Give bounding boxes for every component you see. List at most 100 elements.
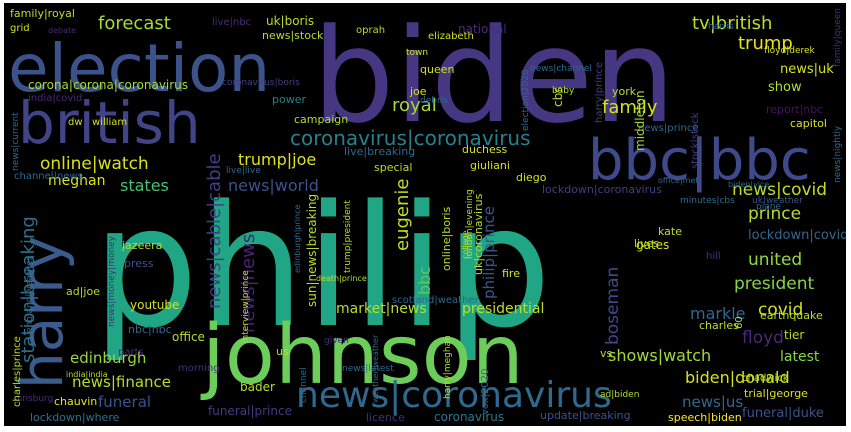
word: fire — [502, 267, 520, 280]
word: minutes|cbs — [680, 196, 735, 206]
word: college — [461, 230, 470, 259]
word: national — [458, 22, 507, 36]
word: trump|joe — [238, 150, 316, 169]
word: family|royal — [10, 7, 75, 20]
word: philip|prince — [480, 206, 498, 299]
word: kate — [658, 225, 682, 238]
word: dw — [68, 117, 83, 128]
word: licence — [366, 411, 405, 424]
word: lives — [634, 237, 659, 250]
word: british — [18, 89, 201, 157]
word: york — [612, 85, 637, 98]
word: charles — [699, 319, 739, 332]
word: news|stock — [262, 29, 324, 42]
word: uk|boris — [266, 14, 314, 28]
word: funeral — [98, 393, 151, 411]
word: market|news — [336, 301, 427, 317]
word: william — [92, 117, 127, 128]
word: ginsburg — [14, 394, 53, 404]
word: 60 — [734, 316, 745, 329]
word: vox|2020 — [480, 369, 491, 415]
word: news|latest — [342, 364, 394, 374]
word: markle — [690, 304, 746, 323]
word: meghan — [48, 173, 105, 189]
word: news|cable|cable — [204, 153, 225, 309]
cloud-background — [4, 3, 846, 426]
word: india|india — [66, 370, 108, 379]
word: bader — [240, 380, 275, 394]
word-layer: philip biden johnson election british bb… — [8, 3, 846, 424]
word: online|watch — [40, 154, 149, 174]
word: chadwick — [742, 373, 789, 384]
word: live|nbc — [212, 17, 251, 28]
word: press — [124, 257, 154, 270]
word: eugenie — [392, 179, 413, 251]
word: town — [406, 48, 428, 58]
word: debate — [48, 26, 76, 35]
word: news|finance — [72, 373, 171, 391]
word: johnson — [200, 308, 524, 403]
word: queen — [420, 63, 454, 76]
word: debris — [420, 96, 448, 106]
word: tier — [784, 328, 804, 342]
word: nbc|nbc — [128, 323, 172, 336]
word: speech|biden — [668, 411, 742, 424]
word: online|boris — [440, 206, 453, 271]
word: cbs — [551, 87, 565, 107]
word: news|uk — [780, 62, 834, 77]
word-cloud-canvas: philip biden johnson election british bb… — [4, 3, 846, 426]
word: news|coronavirus — [296, 375, 612, 416]
word: news|us — [682, 393, 743, 411]
word: lockdown|covid — [748, 228, 846, 243]
word: harry|prince — [594, 62, 605, 123]
word: channel|news — [14, 171, 83, 182]
word: trump — [738, 33, 793, 54]
word: royal — [392, 95, 437, 116]
word: grid — [10, 23, 30, 34]
word: philip — [92, 169, 552, 365]
word: biden|vice — [728, 180, 769, 189]
word: oprah — [356, 25, 385, 36]
word: funeral|prince — [208, 404, 292, 418]
word: joe — [409, 85, 427, 98]
word: family|queen — [833, 8, 843, 67]
word: edinburgh|prince — [293, 205, 302, 273]
word: lockdown|coronavirus — [542, 183, 662, 196]
word: edinburgh — [70, 349, 146, 367]
word: live|live — [226, 166, 261, 176]
word: update|breaking — [540, 409, 631, 422]
word: harry|meghan — [443, 335, 453, 399]
word: news|news — [238, 234, 259, 333]
word: channel — [299, 367, 309, 403]
word: shows|watch — [608, 346, 711, 365]
word: biden — [312, 3, 676, 152]
word-cloud: philip biden johnson election british bb… — [4, 3, 846, 426]
word: jazeera — [121, 239, 162, 252]
word: chauvin — [54, 395, 97, 408]
word: bbc — [415, 266, 434, 295]
word: harry — [8, 236, 76, 389]
word: ad|biden — [600, 390, 639, 400]
word: campaign — [294, 113, 348, 126]
word: trump|president — [343, 200, 353, 273]
word: england|weather — [25, 256, 35, 333]
word: funeral|duke — [742, 406, 824, 421]
word: president — [734, 274, 814, 294]
word: news|current — [11, 112, 21, 171]
word: presidential — [462, 301, 544, 317]
word: interview|prince — [241, 270, 251, 343]
word: show — [768, 80, 802, 95]
word: power — [272, 93, 306, 106]
word: hill — [706, 251, 721, 262]
word: sun|news|breaking — [305, 194, 319, 307]
word: vs — [600, 347, 613, 360]
word: coronavirus — [434, 410, 504, 424]
word: harris — [708, 22, 734, 32]
word: news|money|money — [107, 235, 117, 327]
word: office|met — [658, 176, 699, 185]
word: election — [8, 30, 270, 107]
word: boseman — [603, 267, 623, 345]
word: middleton — [633, 90, 647, 151]
word: gates — [636, 238, 669, 252]
